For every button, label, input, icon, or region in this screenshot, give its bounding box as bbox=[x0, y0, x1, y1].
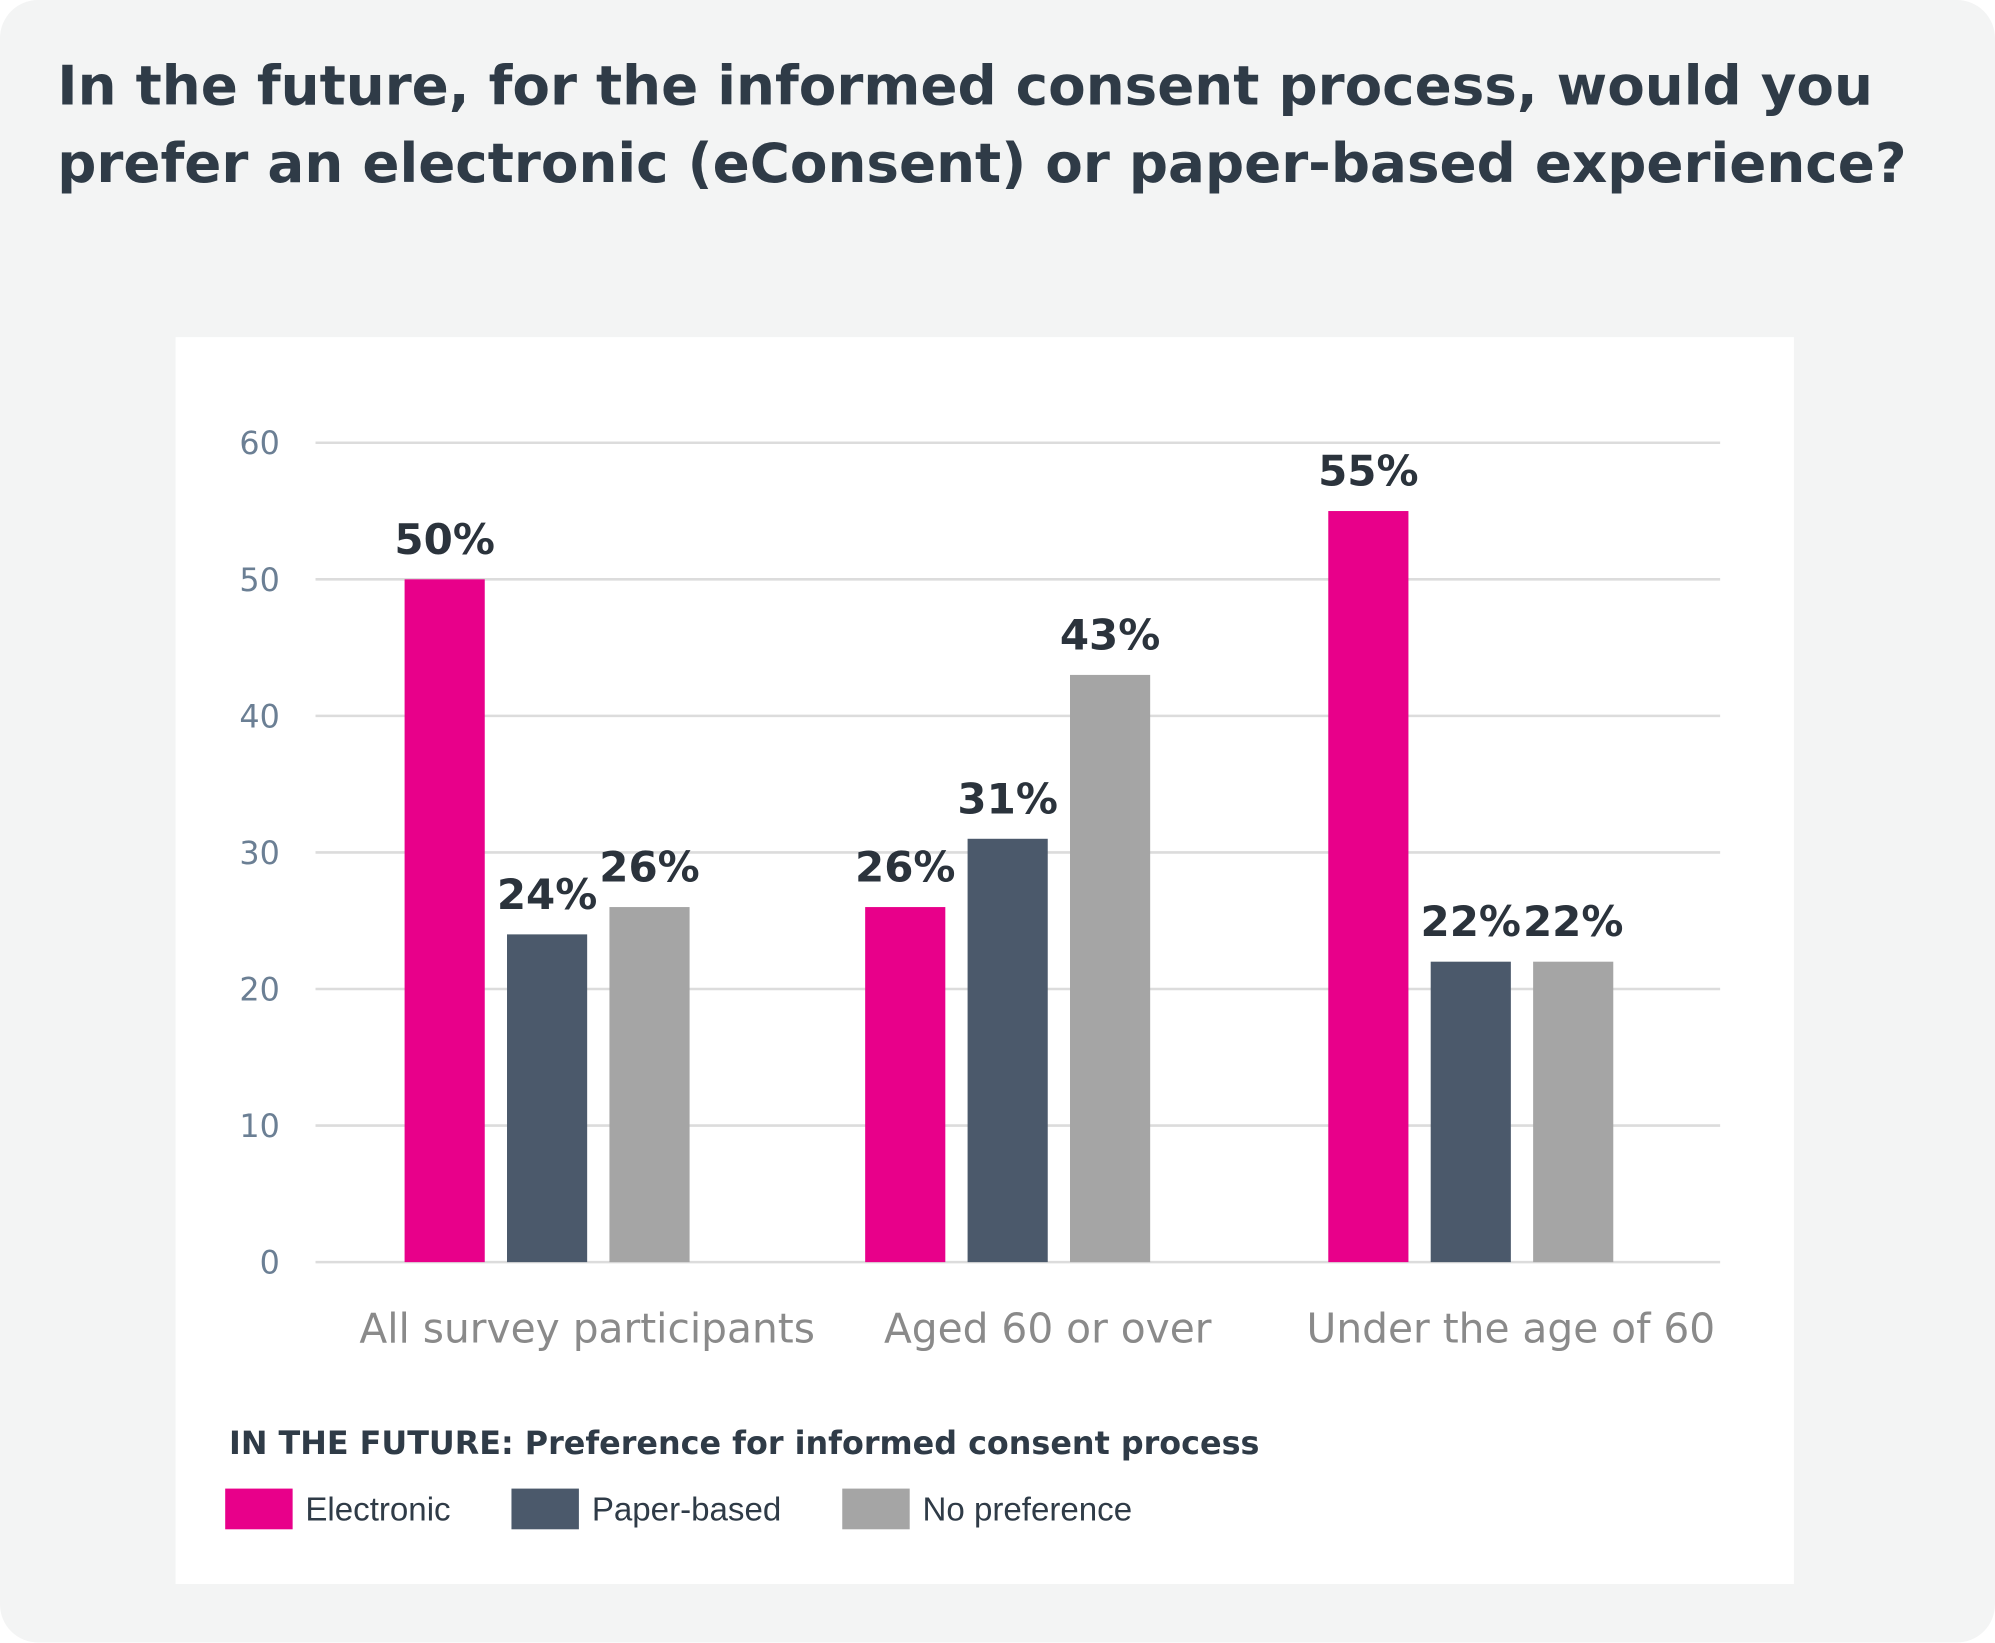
y-tick-label: 0 bbox=[260, 1245, 280, 1282]
bar bbox=[967, 838, 1048, 1263]
data-label: 24% bbox=[497, 870, 597, 919]
data-label: 50% bbox=[394, 515, 494, 564]
legend-swatch bbox=[225, 1488, 293, 1530]
legend-label: Paper-based bbox=[591, 1489, 782, 1528]
bar bbox=[865, 907, 946, 1263]
data-label: 22% bbox=[1421, 897, 1521, 946]
y-tick-label: 60 bbox=[239, 425, 279, 462]
y-tick-label: 20 bbox=[239, 971, 279, 1008]
legend-swatch bbox=[842, 1488, 910, 1530]
y-tick-label: 40 bbox=[239, 698, 279, 735]
y-tick-label: 10 bbox=[239, 1108, 279, 1145]
x-category-label: Under the age of 60 bbox=[1307, 1304, 1716, 1352]
page-title: In the future, for the informed consent … bbox=[57, 54, 1907, 196]
legend-label: No preference bbox=[922, 1489, 1133, 1528]
bar bbox=[1328, 511, 1409, 1263]
legend-label: Electronic bbox=[305, 1489, 451, 1528]
legend-item-paper-based: Paper-based bbox=[511, 1488, 782, 1530]
data-label: 31% bbox=[957, 774, 1057, 823]
x-category-label: All survey participants bbox=[359, 1304, 815, 1352]
data-label: 26% bbox=[599, 843, 699, 892]
data-label: 55% bbox=[1318, 447, 1418, 496]
bar bbox=[1070, 674, 1151, 1263]
y-tick-label: 30 bbox=[239, 835, 279, 872]
data-label: 43% bbox=[1060, 610, 1160, 659]
bar bbox=[1533, 961, 1614, 1263]
x-category-label: Aged 60 or over bbox=[884, 1304, 1212, 1352]
data-label: 26% bbox=[855, 843, 955, 892]
bar bbox=[609, 907, 690, 1263]
bar bbox=[507, 934, 588, 1263]
data-label: 22% bbox=[1523, 897, 1623, 946]
legend: Electronic Paper-based No preference bbox=[225, 1488, 1193, 1530]
legend-swatch bbox=[511, 1488, 580, 1530]
legend-item-electronic: Electronic bbox=[225, 1488, 451, 1530]
legend-title: IN THE FUTURE: Preference for informed c… bbox=[229, 1424, 1260, 1462]
y-tick-label: 50 bbox=[239, 562, 279, 599]
bar bbox=[404, 579, 485, 1263]
legend-item-no-preference: No preference bbox=[842, 1488, 1133, 1530]
bar bbox=[1430, 961, 1511, 1263]
